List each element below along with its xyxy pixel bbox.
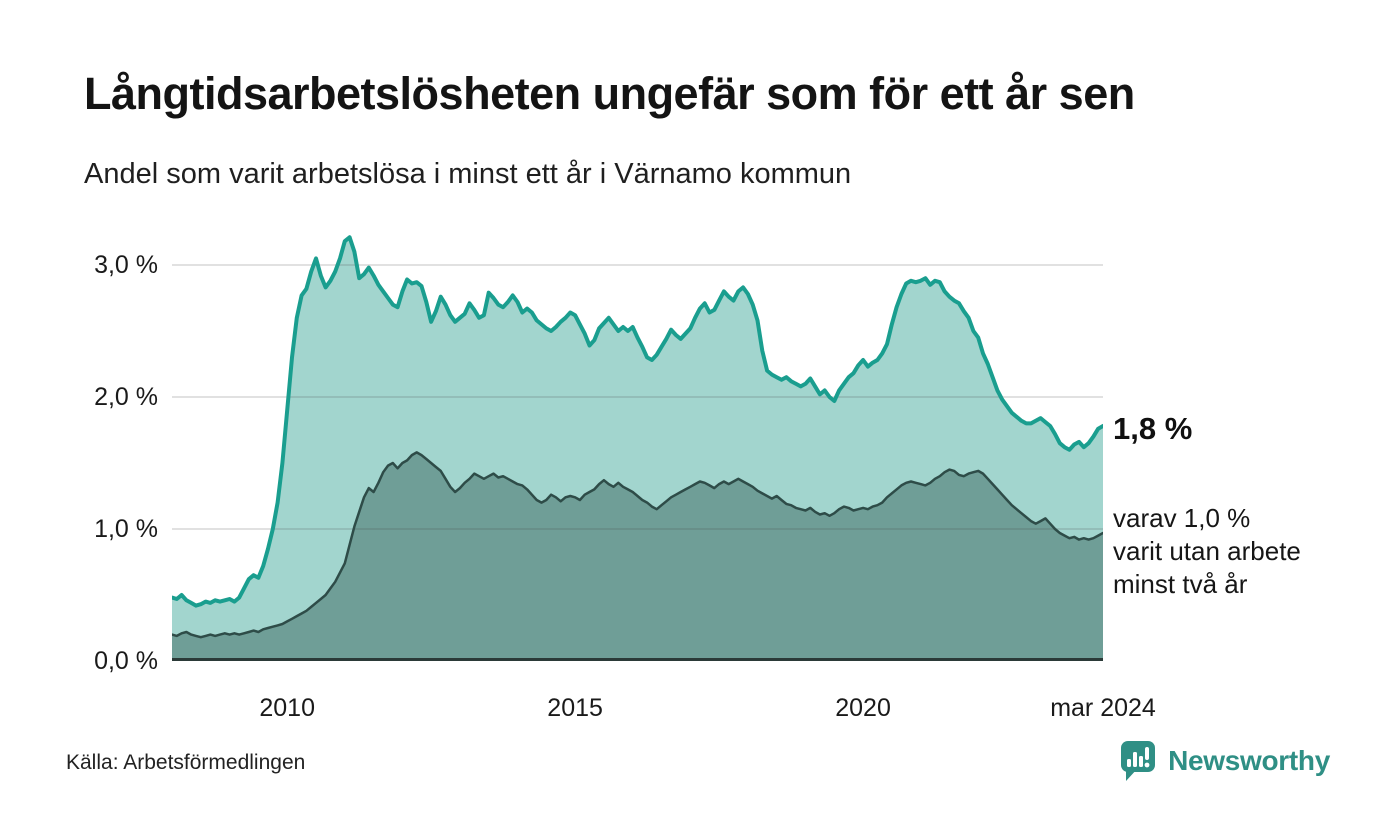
newsworthy-logo-text: Newsworthy bbox=[1168, 745, 1330, 776]
series-line bbox=[172, 451, 1103, 639]
x-tick-label: 2020 bbox=[835, 694, 891, 722]
x-tick-label: mar 2024 bbox=[1050, 694, 1156, 722]
y-tick-label: 1,0 % bbox=[94, 515, 158, 543]
plot-area bbox=[172, 235, 1103, 661]
page-subtitle: Andel som varit arbetslösa i minst ett å… bbox=[84, 158, 852, 190]
two-year-note-line: minst två år bbox=[1113, 569, 1248, 599]
x-tick-label: 2010 bbox=[259, 694, 315, 722]
page-title: Långtidsarbetslösheten ungefär som för e… bbox=[84, 68, 1135, 119]
x-tick-label: 2015 bbox=[547, 694, 603, 722]
newsworthy-logo: Newsworthy bbox=[1119, 740, 1330, 782]
y-tick-label: 3,0 % bbox=[94, 251, 158, 279]
y-tick-label: 0,0 % bbox=[94, 647, 158, 675]
series-fill bbox=[172, 452, 1103, 661]
y-tick-label: 2,0 % bbox=[94, 383, 158, 411]
series-line bbox=[172, 235, 1103, 608]
two-year-note-line: varav 1,0 % bbox=[1113, 503, 1251, 533]
newsworthy-logo-icon bbox=[1121, 741, 1156, 781]
two-year-note-line: varit utan arbete bbox=[1113, 536, 1301, 566]
latest-value-label: 1,8 % bbox=[1113, 411, 1193, 446]
source-note: Källa: Arbetsförmedlingen bbox=[66, 751, 306, 774]
two-year-note: varav 1,0 % varit utan arbete minst två … bbox=[1113, 502, 1301, 601]
